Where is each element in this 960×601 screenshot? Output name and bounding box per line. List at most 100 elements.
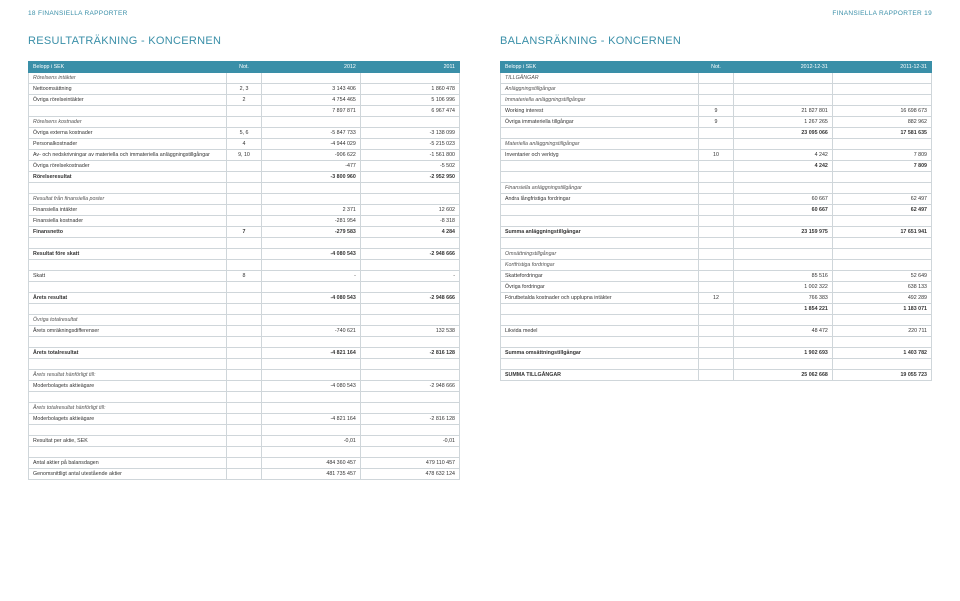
- section-label: Materiella anläggningstillgångar: [501, 139, 699, 150]
- cell: [501, 238, 699, 249]
- row-value-2: 19 055 723: [832, 370, 931, 381]
- cell: [832, 216, 931, 227]
- table-row: [29, 238, 460, 249]
- row-value-2: 638 133: [832, 282, 931, 293]
- row-value-2: 882 962: [832, 117, 931, 128]
- right-title: BALANSRÄKNING - KONCERNEN: [500, 35, 932, 47]
- section-label: Omsättningstillgångar: [501, 249, 699, 260]
- table-row: 60 66762 497: [501, 205, 932, 216]
- table-row: [501, 238, 932, 249]
- table-row: 23 095 06617 581 635: [501, 128, 932, 139]
- table-row: [29, 183, 460, 194]
- row-label: [501, 304, 699, 315]
- cell: [733, 315, 832, 326]
- cell: [832, 95, 931, 106]
- cell: [501, 359, 699, 370]
- row-note: 12: [699, 293, 733, 304]
- section-label: TILLGÅNGAR: [501, 73, 699, 84]
- row-note: [227, 161, 261, 172]
- cell: [360, 359, 459, 370]
- section-label: Immateriella anläggningstillgångar: [501, 95, 699, 106]
- row-label: Årets resultat: [29, 293, 227, 304]
- row-value-2: 17 581 635: [832, 128, 931, 139]
- cell: [227, 183, 261, 194]
- cell: [227, 260, 261, 271]
- section-label: Kortfristiga fordringar: [501, 260, 699, 271]
- cell: [832, 249, 931, 260]
- cell: [360, 117, 459, 128]
- section-label: Finansiella anläggningstillgångar: [501, 183, 699, 194]
- table-row: [29, 337, 460, 348]
- row-value-2: 7 809: [832, 150, 931, 161]
- row-value-2: 5 106 996: [360, 95, 459, 106]
- cell: [360, 403, 459, 414]
- table-row: [29, 260, 460, 271]
- cell: [360, 447, 459, 458]
- row-label: Genomsnittligt antal utestående aktier: [29, 469, 227, 480]
- table-row: Finansiella intäkter2 37112 602: [29, 205, 460, 216]
- table-row: Materiella anläggningstillgångar: [501, 139, 932, 150]
- row-note: [699, 227, 733, 238]
- table-row: [29, 304, 460, 315]
- table-row: Rörelsens intäkter: [29, 73, 460, 84]
- table-row: 7 897 8716 967 474: [29, 106, 460, 117]
- row-note: [699, 304, 733, 315]
- table-row: Antal aktier på balansdagen484 360 45747…: [29, 458, 460, 469]
- cell: [29, 447, 227, 458]
- row-value-1: 4 242: [733, 150, 832, 161]
- row-note: [699, 205, 733, 216]
- table-row: Immateriella anläggningstillgångar: [501, 95, 932, 106]
- row-note: [699, 128, 733, 139]
- balance-sheet-table: Belopp i SEK Not. 2012-12-31 2011-12-31 …: [500, 61, 932, 381]
- row-note: [699, 161, 733, 172]
- cell: [227, 315, 261, 326]
- table-row: Likvida medel48 472220 711: [501, 326, 932, 337]
- section-label: Resultat från finansiella poster: [29, 194, 227, 205]
- cell: [832, 315, 931, 326]
- table-header-row: Belopp i SEK Not. 2012 2011: [29, 62, 460, 73]
- row-value-1: -279 583: [261, 227, 360, 238]
- row-value-1: 23 159 975: [733, 227, 832, 238]
- row-label: [501, 128, 699, 139]
- table-row: Övriga totalresultat: [29, 315, 460, 326]
- table-row: 1 854 2211 183 071: [501, 304, 932, 315]
- row-value-1: -4 944 029: [261, 139, 360, 150]
- table-row: Summa omsättningstillgångar1 902 6931 40…: [501, 348, 932, 359]
- row-value-1: -3 800 960: [261, 172, 360, 183]
- cell: [227, 337, 261, 348]
- table-row: Årets omräkningsdifferenser-740 621132 5…: [29, 326, 460, 337]
- row-value-2: 1 183 071: [832, 304, 931, 315]
- row-value-1: 481 735 457: [261, 469, 360, 480]
- cell: [261, 238, 360, 249]
- row-value-1: 766 383: [733, 293, 832, 304]
- table-row: Övriga rörelsekostnader-477-5 502: [29, 161, 460, 172]
- table-row: Omsättningstillgångar: [501, 249, 932, 260]
- cell: [227, 392, 261, 403]
- cell: [261, 117, 360, 128]
- row-value-1: 60 667: [733, 205, 832, 216]
- row-label: Skattefordringar: [501, 271, 699, 282]
- right-page: FINANSIELLA RAPPORTER 19 BALANSRÄKNING -…: [500, 10, 932, 480]
- table-row: Resultat från finansiella poster: [29, 194, 460, 205]
- row-value-2: 17 651 941: [832, 227, 931, 238]
- cell: [261, 260, 360, 271]
- table-row: [501, 315, 932, 326]
- row-note: 10: [699, 150, 733, 161]
- row-value-2: 478 632 124: [360, 469, 459, 480]
- table-row: Skatt8--: [29, 271, 460, 282]
- cell: [227, 282, 261, 293]
- row-value-2: 1 860 478: [360, 84, 459, 95]
- cell: [699, 359, 733, 370]
- row-note: 9: [699, 117, 733, 128]
- cell: [733, 359, 832, 370]
- row-value-1: 21 827 801: [733, 106, 832, 117]
- row-label: Inventarier och verktyg: [501, 150, 699, 161]
- cell: [227, 304, 261, 315]
- row-note: [699, 271, 733, 282]
- row-value-1: -4 821 164: [261, 348, 360, 359]
- cell: [227, 238, 261, 249]
- row-value-2: -5 215 023: [360, 139, 459, 150]
- cell: [29, 260, 227, 271]
- row-value-1: -5 847 733: [261, 128, 360, 139]
- row-label: Finansiella kostnader: [29, 216, 227, 227]
